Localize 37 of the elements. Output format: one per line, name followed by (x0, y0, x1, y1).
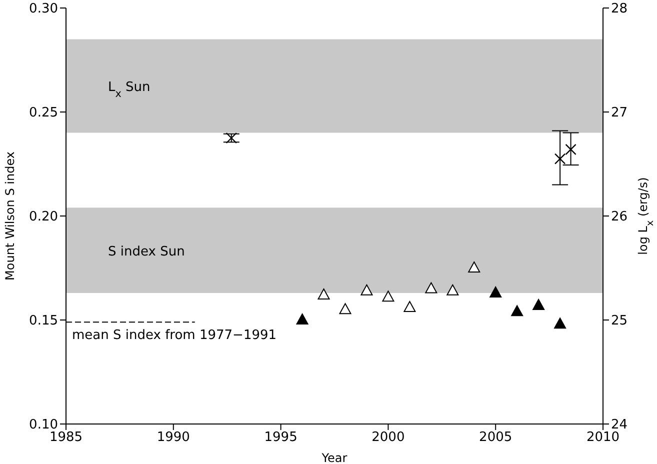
point (565, 144, 576, 156)
point (425, 282, 438, 294)
point (554, 153, 566, 164)
point (490, 286, 502, 298)
point (554, 318, 566, 329)
point (532, 298, 545, 310)
y-tick-label: 0.25 (29, 106, 58, 121)
y2-tick-label: 27 (611, 106, 628, 121)
x-tick-label: 2010 (586, 430, 620, 446)
point (226, 132, 237, 144)
y2-tick-label: 26 (611, 210, 628, 225)
point (446, 284, 459, 296)
x-tick-label: 1990 (156, 430, 190, 446)
y-tick-label: 0.20 (29, 210, 58, 225)
y2-tick-label: 28 (611, 2, 628, 17)
x-tick-label: 2005 (479, 430, 512, 446)
band-label: S index Sun (108, 244, 185, 260)
point (296, 314, 308, 324)
point (404, 301, 416, 312)
band-label: L$_{x}$ Sun (108, 80, 150, 100)
point (339, 303, 352, 314)
x-axis-title: Year (320, 451, 348, 464)
x-tick-label: 2000 (372, 430, 405, 446)
y-tick-label: 0.15 (29, 314, 58, 329)
y-tick-label: 0.30 (29, 2, 58, 17)
point (382, 290, 394, 302)
y2-tick-label: 25 (611, 314, 628, 329)
point (360, 284, 373, 296)
y2-tick-label: 24 (611, 418, 628, 433)
x-tick-label: 1995 (264, 430, 298, 446)
x-tick-label: 1985 (49, 430, 83, 446)
point (511, 305, 524, 316)
y-tick-label: 0.10 (29, 418, 58, 433)
y-axis-title: Mount Wilson S index (3, 152, 17, 280)
point (468, 262, 480, 272)
annotation: mean S index from 1977−1991 (72, 328, 277, 344)
point (318, 288, 330, 300)
